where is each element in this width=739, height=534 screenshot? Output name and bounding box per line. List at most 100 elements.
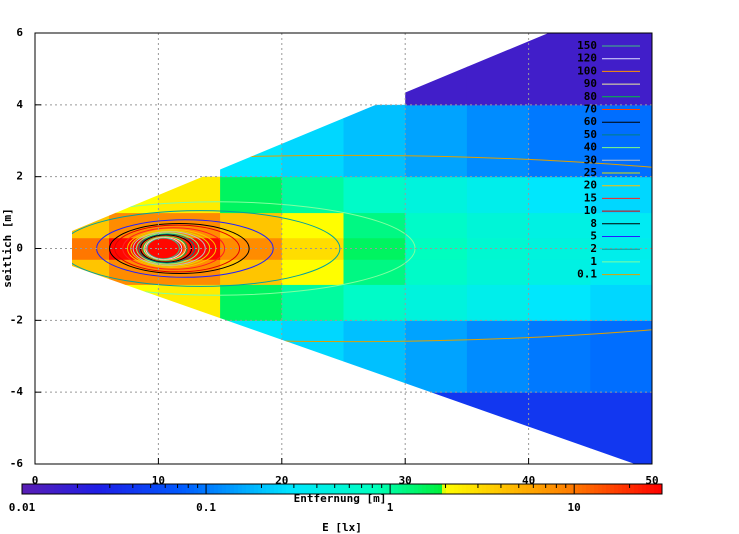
colorbar-swatch bbox=[490, 484, 495, 494]
heat-cell bbox=[343, 320, 406, 393]
heat-cell bbox=[158, 284, 221, 321]
colorbar-swatch bbox=[342, 484, 347, 494]
colorbar-swatch bbox=[562, 484, 567, 494]
colorbar-swatch bbox=[54, 484, 59, 494]
colorbar-swatch bbox=[462, 484, 467, 494]
colorbar-swatch bbox=[574, 484, 579, 494]
colorbar-swatch bbox=[546, 484, 551, 494]
heat-cell bbox=[158, 176, 221, 214]
colorbar-swatch bbox=[194, 484, 199, 494]
colorbar-swatch bbox=[618, 484, 623, 494]
heat-cell bbox=[466, 104, 530, 178]
colorbar-swatch bbox=[46, 484, 51, 494]
colorbar-label: E [lx] bbox=[322, 521, 362, 534]
colorbar-swatch bbox=[162, 484, 167, 494]
colorbar-swatch bbox=[186, 484, 191, 494]
colorbar-swatch bbox=[310, 484, 315, 494]
heat-cell bbox=[528, 212, 591, 239]
heat-cell bbox=[281, 212, 344, 239]
colorbar-swatch bbox=[530, 484, 535, 494]
colorbar-swatch bbox=[554, 484, 559, 494]
colorbar-swatch bbox=[170, 484, 175, 494]
colorbar-swatch bbox=[446, 484, 451, 494]
colorbar-swatch bbox=[350, 484, 355, 494]
x-axis-label: Entfernung [m] bbox=[294, 492, 387, 505]
colorbar-swatch bbox=[650, 484, 655, 494]
colorbar-swatch bbox=[166, 484, 171, 494]
colorbar-swatch bbox=[534, 484, 539, 494]
heat-cell bbox=[220, 104, 283, 178]
y-tick-label: 2 bbox=[16, 170, 23, 183]
colorbar-swatch bbox=[278, 484, 283, 494]
colorbar-swatch bbox=[634, 484, 639, 494]
heat-cell bbox=[281, 284, 344, 321]
colorbar-swatch bbox=[570, 484, 575, 494]
colorbar-swatch bbox=[642, 484, 647, 494]
colorbar-swatch bbox=[510, 484, 515, 494]
legend-label: 5 bbox=[590, 230, 597, 243]
colorbar-swatch bbox=[422, 484, 427, 494]
colorbar-swatch bbox=[410, 484, 415, 494]
heat-cell bbox=[466, 33, 530, 106]
colorbar-swatch bbox=[370, 484, 375, 494]
legend-label: 0.1 bbox=[577, 268, 597, 281]
colorbar-swatch bbox=[614, 484, 619, 494]
colorbar-swatch bbox=[382, 484, 387, 494]
heat-cell bbox=[590, 212, 652, 239]
colorbar: 0.01 0.1 1 10 bbox=[9, 483, 663, 514]
y-tick-label: 4 bbox=[16, 98, 23, 111]
colorbar-swatch bbox=[578, 484, 583, 494]
heat-cell bbox=[528, 104, 591, 178]
heat-cell bbox=[528, 259, 591, 285]
colorbar-swatch bbox=[622, 484, 627, 494]
heat-cell bbox=[590, 176, 652, 214]
heat-cell bbox=[220, 176, 283, 214]
colorbar-swatch bbox=[274, 484, 279, 494]
contour-line bbox=[72, 210, 341, 287]
colorbar-swatch bbox=[318, 484, 323, 494]
colorbar-tick-label: 1 bbox=[387, 501, 394, 514]
heat-cell bbox=[281, 104, 344, 178]
colorbar-swatch bbox=[454, 484, 459, 494]
heat-cell bbox=[528, 33, 591, 106]
colorbar-swatch bbox=[254, 484, 259, 494]
heat-cell bbox=[405, 176, 468, 214]
colorbar-swatch bbox=[354, 484, 359, 494]
colorbar-swatch bbox=[638, 484, 643, 494]
colorbar-swatch bbox=[22, 484, 27, 494]
colorbar-swatch bbox=[558, 484, 563, 494]
colorbar-swatch bbox=[514, 484, 519, 494]
heat-cell bbox=[220, 320, 283, 393]
heat-cell bbox=[466, 320, 530, 393]
heat-cell bbox=[466, 259, 530, 285]
colorbar-swatch bbox=[94, 484, 99, 494]
colorbar-swatch bbox=[566, 484, 571, 494]
colorbar-swatch bbox=[466, 484, 471, 494]
colorbar-swatch bbox=[610, 484, 615, 494]
legend-label: 90 bbox=[584, 77, 597, 90]
colorbar-swatch bbox=[218, 484, 223, 494]
colorbar-swatch bbox=[118, 484, 123, 494]
legend-label: 15 bbox=[584, 191, 597, 204]
colorbar-swatch bbox=[522, 484, 527, 494]
colorbar-swatch bbox=[434, 484, 439, 494]
colorbar-swatch bbox=[646, 484, 651, 494]
colorbar-swatch bbox=[74, 484, 79, 494]
heat-cell bbox=[109, 284, 159, 321]
heat-cell bbox=[466, 176, 530, 214]
colorbar-swatch bbox=[398, 484, 403, 494]
colorbar-swatch bbox=[266, 484, 271, 494]
colorbar-swatch bbox=[134, 484, 139, 494]
colorbar-swatch bbox=[430, 484, 435, 494]
colorbar-swatch bbox=[470, 484, 475, 494]
colorbar-swatch bbox=[226, 484, 231, 494]
colorbar-swatch bbox=[270, 484, 275, 494]
heat-cell bbox=[528, 392, 591, 464]
colorbar-swatch bbox=[594, 484, 599, 494]
colorbar-swatch bbox=[482, 484, 487, 494]
colorbar-swatch bbox=[90, 484, 95, 494]
heat-cell bbox=[405, 284, 468, 321]
plot-frame bbox=[34, 32, 653, 465]
colorbar-swatch bbox=[438, 484, 443, 494]
colorbar-swatch bbox=[306, 484, 311, 494]
